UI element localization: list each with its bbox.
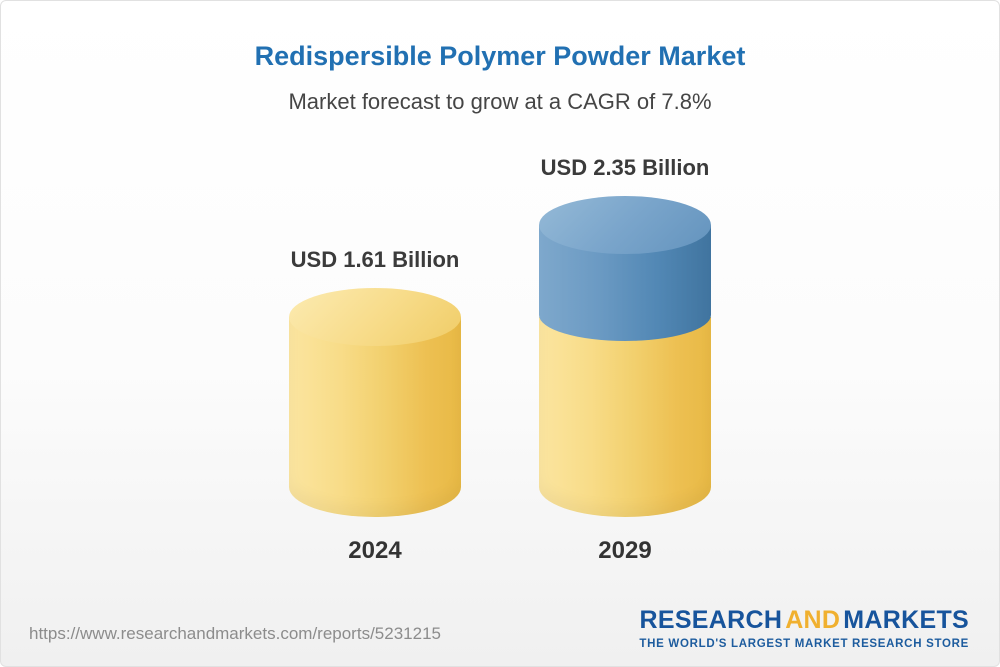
year-label-2029: 2029 xyxy=(598,537,652,564)
page-subtitle: Market forecast to grow at a CAGR of 7.8… xyxy=(288,89,712,114)
value-label-2029: USD 2.35 Billion xyxy=(540,155,710,180)
logo-word-markets: MARKETS xyxy=(843,606,969,634)
bar-group-2024: USD 1.61 Billion 2024 xyxy=(289,247,461,565)
logo-wordmark: RESEARCH AND MARKETS xyxy=(639,606,969,635)
bar-group-2029: USD 2.35 Billion 2029 xyxy=(539,155,711,565)
bar-2029-body-base xyxy=(539,317,711,517)
value-label-2024: USD 1.61 Billion xyxy=(290,247,460,272)
year-label-2024: 2024 xyxy=(348,537,402,564)
cylinder-2029 xyxy=(539,196,711,517)
page-title: Redispersible Polymer Powder Market xyxy=(254,41,746,71)
cylinder-2029-top-cap xyxy=(539,196,711,254)
logo-word-research: RESEARCH xyxy=(639,606,783,634)
bar-2024-body-base xyxy=(289,317,461,517)
logo-word-and: AND xyxy=(785,606,841,634)
cylinder-2024-top-cap xyxy=(289,288,461,346)
report-url-text: https://www.researchandmarkets.com/repor… xyxy=(29,624,441,643)
logo-tagline: THE WORLD'S LARGEST MARKET RESEARCH STOR… xyxy=(639,638,969,650)
cylinder-bar-chart: USD 1.61 Billion 2024 USD 2.35 Billion 2… xyxy=(1,115,999,565)
research-and-markets-logo: RESEARCH AND MARKETS THE WORLD'S LARGEST M… xyxy=(639,606,969,650)
cylinder-2024 xyxy=(289,288,461,517)
